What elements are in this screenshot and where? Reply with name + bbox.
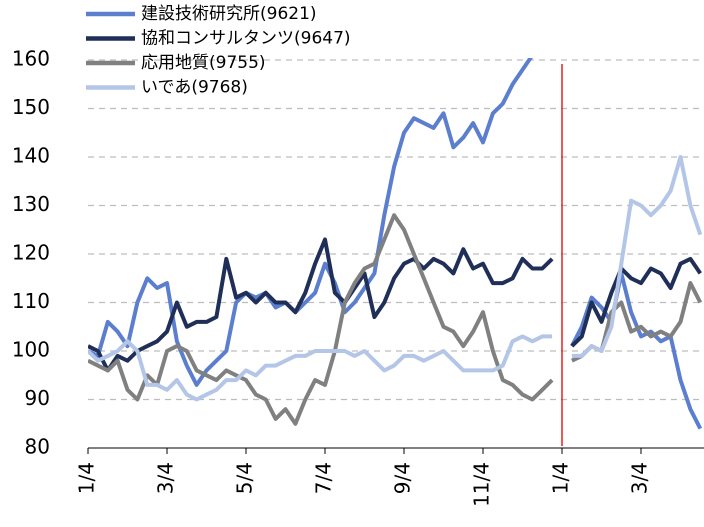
x-tick-label: 3/4 [628, 462, 652, 494]
x-tick-label: 9/4 [391, 462, 415, 494]
x-tick-label: 7/4 [312, 462, 336, 494]
y-tick-label: 130 [12, 192, 50, 216]
x-tick-label: 1/4 [75, 462, 99, 494]
y-tick-label: 120 [12, 241, 50, 265]
y-tick-label: 100 [12, 338, 50, 362]
legend: 建設技術研究所(9621) 協和コンサルタンツ(9647) 応用地質(9755) いで… [86, 4, 351, 98]
y-tick-label: 80 [25, 435, 50, 459]
x-tick-label: 5/4 [233, 462, 257, 494]
legend-label: いであ(9768) [141, 78, 248, 98]
series-line [88, 237, 702, 373]
x-tick-label: 11/4 [470, 462, 494, 507]
series-line [88, 213, 703, 426]
legend-label: 応用地質(9755) [141, 53, 266, 73]
plot-area [88, 58, 703, 430]
legend-label: 建設技術研究所(9621) [141, 4, 317, 24]
y-tick-label: 150 [12, 95, 50, 119]
y-tick-label: 140 [12, 144, 50, 168]
series-line [88, 155, 703, 402]
legend-label: 協和コンサルタンツ(9647) [141, 29, 351, 49]
x-tick-label: 1/4 [549, 462, 573, 494]
series-line [88, 58, 703, 430]
y-tick-label: 160 [12, 47, 50, 71]
x-tick-label: 3/4 [154, 462, 178, 494]
y-tick-label: 90 [25, 386, 50, 410]
y-tick-label: 110 [12, 289, 50, 313]
